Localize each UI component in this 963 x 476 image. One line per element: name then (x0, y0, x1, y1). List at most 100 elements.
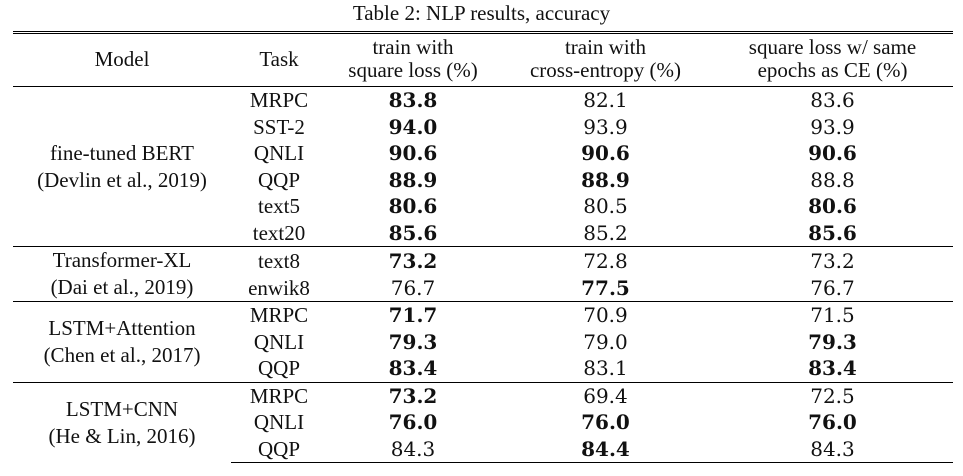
cross-entropy-value: 77.5 (581, 275, 630, 300)
square-loss-value: 79.3 (388, 329, 438, 354)
task-cell: QQP (257, 356, 300, 381)
model-citation: (Chen et al., 2017) (43, 342, 201, 367)
cross-entropy-value: 76.0 (581, 410, 630, 435)
square-loss-value: 76.0 (388, 410, 438, 435)
task-cell: QNLI (253, 141, 305, 166)
model-cell: LSTM+Attention (Chen et al., 2017) (13, 301, 231, 382)
square-loss-value: 88.9 (388, 167, 438, 192)
model-cell: fine-tuned BERT (Devlin et al., 2019) (13, 87, 231, 247)
model-name: fine-tuned BERT (50, 140, 194, 165)
task-cell: QQP (257, 167, 300, 192)
model-cell: Transformer-XL (Dai et al., 2019) (13, 246, 231, 302)
task-cell: text20 (252, 220, 306, 245)
model-name: Transformer-XL (52, 248, 192, 272)
header-task: Task (231, 31, 327, 87)
model-group: LSTM+Attention (Chen et al., 2017) MRPC 71.… (13, 301, 953, 382)
model-group: LSTM+CNN (He & Lin, 2016) MRPC 73.2 69.4 72.5… (13, 381, 953, 463)
task-cell: QNLI (253, 329, 305, 354)
task-cell: SST-2 (253, 114, 305, 139)
model-citation: (Devlin et al., 2019) (37, 167, 207, 192)
cross-entropy-value: 90.6 (581, 141, 630, 166)
cross-entropy-value: 82.1 (583, 88, 628, 113)
cross-entropy-value: 79.0 (583, 329, 628, 354)
model-group: Transformer-XL (Dai et al., 2019) text8 73.… (13, 246, 953, 302)
cross-entropy-value: 84.4 (499, 435, 712, 463)
header-cross-entropy-line1: train with (564, 35, 647, 59)
table-row: Transformer-XL (Dai et al., 2019) text8 73.… (13, 246, 953, 302)
square-same-epochs-value: 73.2 (712, 246, 953, 274)
model-name: LSTM+CNN (65, 396, 179, 421)
task-cell: QNLI (253, 410, 305, 435)
square-loss-value: 94.0 (388, 114, 438, 139)
cross-entropy-value: 88.9 (581, 167, 630, 192)
table-row: LSTM+Attention (Chen et al., 2017) MRPC 71.… (13, 301, 953, 382)
header-square-same-epochs-line1: square loss w/ same (748, 35, 917, 59)
header-square-same-epochs: square loss w/ same epochs as CE (%) (712, 31, 953, 87)
square-loss-value: 80.6 (388, 194, 438, 219)
table-row: SST-2 94.0 93.9 93.9 (13, 114, 953, 141)
header-square-loss: train with square loss (%) (327, 31, 499, 87)
table-row: QNLI 79.3 79.0 79.3 (13, 329, 953, 356)
square-loss-value: 85.6 (388, 220, 438, 245)
header-cross-entropy: train with cross-entropy (%) (499, 31, 712, 87)
cross-entropy-value: 70.9 (499, 301, 712, 329)
square-loss-value: 83.4 (388, 356, 438, 381)
table-row: QQP 83.4 83.1 83.4 (13, 355, 953, 382)
table-row: QNLI 76.0 76.0 76.0 (13, 409, 953, 436)
table-row: fine-tuned BERT (Devlin et al., 2019) MRPC… (13, 87, 953, 191)
square-same-epochs-value: 71.5 (712, 301, 953, 329)
square-loss-value: 83.8 (388, 88, 438, 113)
model-citation: (He & Lin, 2016) (48, 423, 196, 448)
task-cell: MRPC (249, 88, 309, 113)
task-cell: text8 (231, 246, 327, 274)
results-table: Model Task train with square loss (%) tr… (13, 31, 953, 463)
cross-entropy-value: 80.5 (583, 194, 628, 219)
table-caption: Table 2: NLP results, accuracy (352, 1, 611, 25)
square-same-epochs-value: 76.7 (810, 275, 855, 300)
square-loss-value: 90.6 (388, 141, 438, 166)
square-same-epochs-value: 72.5 (712, 381, 953, 409)
header-cross-entropy-line2: cross-entropy (%) (529, 58, 682, 82)
square-same-epochs-value: 83.4 (808, 356, 857, 381)
square-same-epochs-value: 90.6 (808, 141, 857, 166)
square-loss-value: 84.3 (327, 435, 499, 463)
square-loss-value: 73.2 (327, 246, 499, 274)
table-row: QNLI 90.6 90.6 90.6 (13, 140, 953, 167)
square-same-epochs-value: 80.6 (808, 194, 857, 219)
header-model: Model (13, 31, 231, 87)
table-row: QQP 88.9 88.9 88.8 (13, 167, 953, 194)
table-row: QQP 84.3 84.4 84.3 (13, 435, 953, 463)
square-loss-value: 73.2 (327, 381, 499, 409)
square-loss-value: 71.7 (327, 301, 499, 329)
square-same-epochs-value: 85.6 (808, 220, 857, 245)
cross-entropy-value: 85.2 (583, 220, 628, 245)
table-row: text5 80.6 80.5 80.6 (13, 193, 953, 220)
model-name: LSTM+Attention (48, 315, 196, 340)
cross-entropy-value: 72.8 (499, 246, 712, 274)
model-group: fine-tuned BERT (Devlin et al., 2019) MRPC… (13, 87, 953, 247)
cross-entropy-value: 93.9 (583, 114, 628, 139)
table-row: LSTM+CNN (He & Lin, 2016) MRPC 73.2 69.4 72.5 (13, 381, 953, 463)
cross-entropy-value: 83.1 (583, 356, 628, 381)
table-row: text20 85.6 85.2 85.6 (13, 220, 953, 247)
model-cell: LSTM+CNN (He & Lin, 2016) (13, 381, 231, 463)
task-cell: text5 (258, 194, 300, 219)
square-same-epochs-value: 83.6 (810, 88, 855, 113)
square-same-epochs-value: 79.3 (808, 329, 857, 354)
square-loss-value: 76.7 (390, 275, 436, 300)
square-same-epochs-value: 84.3 (712, 435, 953, 463)
task-cell: MRPC (231, 381, 327, 409)
square-same-epochs-value: 88.8 (810, 167, 855, 192)
square-same-epochs-value: 76.0 (808, 410, 857, 435)
header-square-loss-line1: train with (372, 35, 454, 59)
task-cell: MRPC (231, 301, 327, 329)
task-cell: QQP (231, 435, 327, 463)
square-same-epochs-value: 93.9 (810, 114, 855, 139)
table-header: Model Task train with square loss (%) tr… (13, 31, 953, 87)
cross-entropy-value: 69.4 (499, 381, 712, 409)
header-square-same-epochs-line2: epochs as CE (%) (757, 58, 908, 82)
model-citation: (Dai et al., 2019) (50, 275, 194, 299)
table-row: enwik8 76.7 77.5 76.7 (13, 274, 953, 302)
header-square-loss-line2: square loss (%) (348, 58, 478, 82)
